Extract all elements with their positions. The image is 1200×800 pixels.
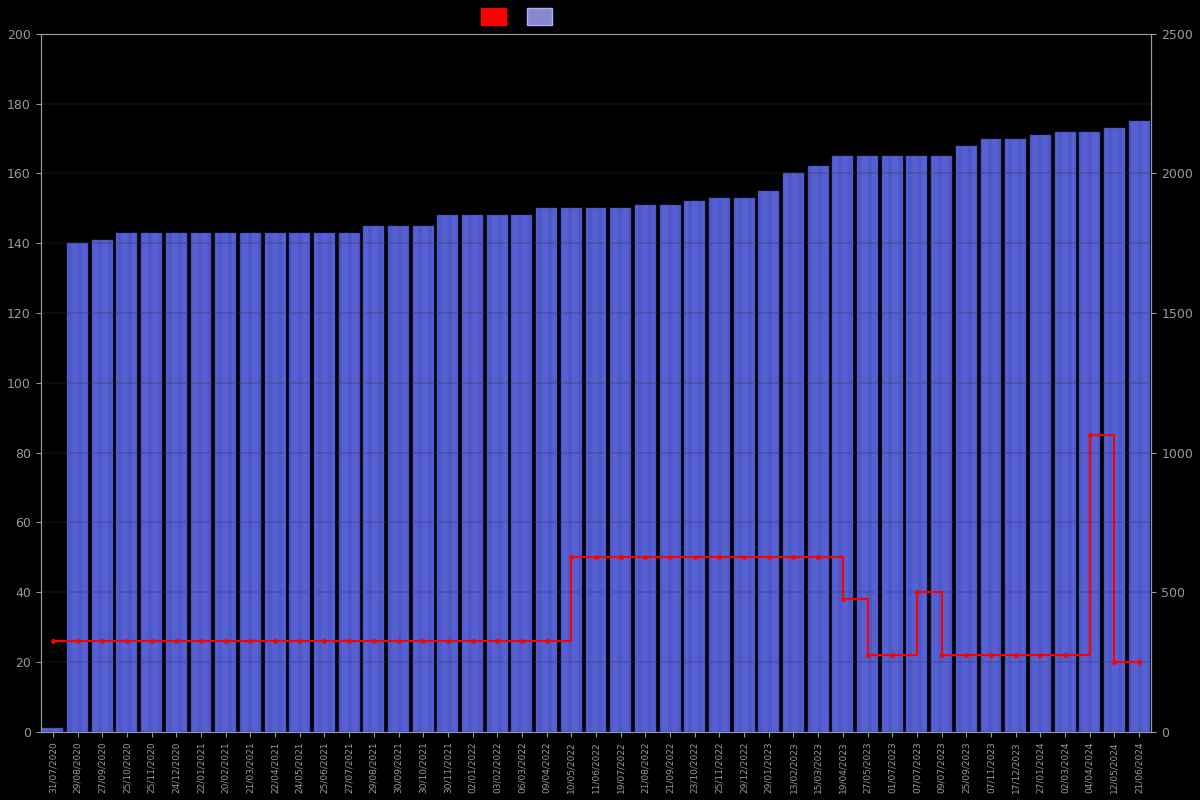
Bar <box>314 233 335 731</box>
Bar <box>560 208 582 731</box>
Bar <box>610 208 631 731</box>
Legend: , : , <box>475 2 562 30</box>
Bar <box>536 208 557 731</box>
Bar <box>1055 131 1075 731</box>
Bar <box>142 233 162 731</box>
Bar <box>91 240 113 731</box>
Bar <box>437 215 458 731</box>
Bar <box>833 156 853 731</box>
Bar <box>931 156 952 731</box>
Bar <box>808 166 829 731</box>
Bar <box>511 215 533 731</box>
Bar <box>166 233 187 731</box>
Bar <box>487 215 508 731</box>
Bar <box>42 728 64 731</box>
Bar <box>784 174 804 731</box>
Bar <box>1104 128 1124 731</box>
Bar <box>586 208 606 731</box>
Bar <box>264 233 286 731</box>
Bar <box>338 233 360 731</box>
Bar <box>388 226 409 731</box>
Bar <box>635 205 656 731</box>
Bar <box>116 233 138 731</box>
Bar <box>733 198 755 731</box>
Bar <box>215 233 236 731</box>
Bar <box>240 233 260 731</box>
Bar <box>956 146 977 731</box>
Bar <box>660 205 680 731</box>
Bar <box>1006 138 1026 731</box>
Bar <box>289 233 311 731</box>
Bar <box>1079 131 1100 731</box>
Bar <box>1129 121 1150 731</box>
Bar <box>758 191 779 731</box>
Bar <box>857 156 878 731</box>
Bar <box>684 202 706 731</box>
Bar <box>191 233 211 731</box>
Bar <box>462 215 484 731</box>
Bar <box>882 156 902 731</box>
Bar <box>980 138 1002 731</box>
Bar <box>364 226 384 731</box>
Bar <box>413 226 433 731</box>
Bar <box>67 243 88 731</box>
Bar <box>1030 135 1051 731</box>
Bar <box>709 198 730 731</box>
Bar <box>906 156 928 731</box>
